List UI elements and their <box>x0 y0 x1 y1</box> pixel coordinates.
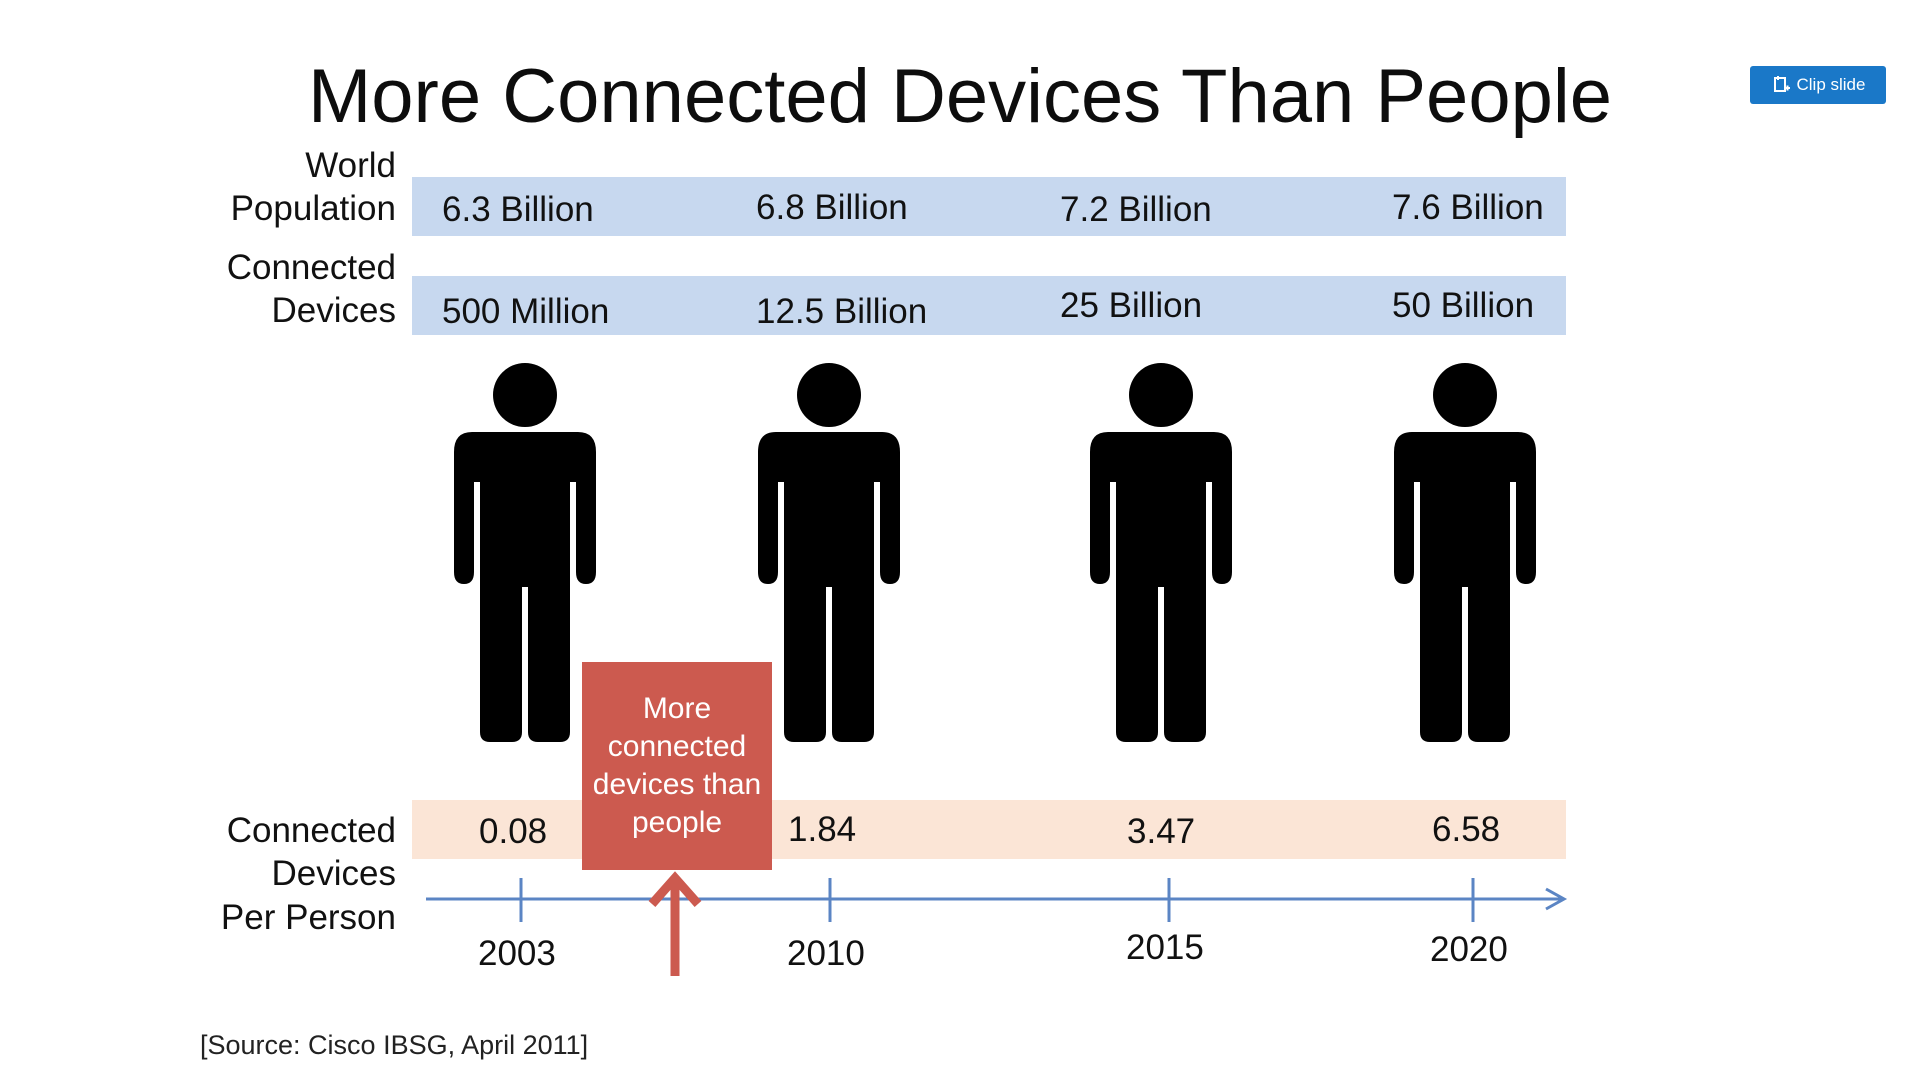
devices-value-2010: 12.5 Billion <box>756 292 928 331</box>
timeline-arrowhead <box>1545 887 1568 911</box>
person-icon <box>454 363 596 742</box>
population-value-2020: 7.6 Billion <box>1392 188 1544 227</box>
per-person-value-2015: 3.47 <box>1127 812 1196 851</box>
up-arrow-icon <box>648 871 702 976</box>
clip-slide-label: Clip slide <box>1796 75 1866 94</box>
per-person-label-line3: Per Person <box>220 898 396 937</box>
timeline-axis <box>426 878 1568 922</box>
devices-label-line1: Connected <box>226 248 396 287</box>
population-value-2003: 6.3 Billion <box>442 190 594 229</box>
year-label-2010: 2010 <box>787 934 865 973</box>
population-value-2015: 7.2 Billion <box>1060 190 1212 229</box>
devices-band <box>412 276 1566 335</box>
per-person-label-line2: Devices <box>271 854 396 893</box>
person-icon <box>1090 363 1232 742</box>
callout-text: More connected devices than people <box>592 692 762 839</box>
devices-value-2015: 25 Billion <box>1060 286 1203 325</box>
person-icon <box>1394 363 1536 742</box>
callout-box: More connected devices than people <box>582 662 772 870</box>
per-person-value-2003: 0.08 <box>479 812 548 851</box>
per-person-value-2020: 6.58 <box>1432 810 1501 849</box>
clip-icon <box>1773 76 1790 92</box>
population-label-line2: Population <box>230 189 396 228</box>
devices-value-2003: 500 Million <box>442 292 610 331</box>
clip-slide-button[interactable]: Clip slide <box>1750 66 1886 104</box>
year-label-2020: 2020 <box>1430 930 1508 969</box>
source-citation: [Source: Cisco IBSG, April 2011] <box>200 1030 589 1060</box>
population-label-line1: World <box>305 146 396 185</box>
slide-title: More Connected Devices Than People <box>307 54 1613 139</box>
year-label-2003: 2003 <box>478 934 556 973</box>
per-person-value-2010: 1.84 <box>788 810 857 849</box>
per-person-label-line1: Connected <box>226 811 396 850</box>
devices-value-2020: 50 Billion <box>1392 286 1535 325</box>
population-band <box>412 177 1566 236</box>
person-icon <box>758 363 900 742</box>
year-label-2015: 2015 <box>1126 928 1204 967</box>
population-value-2010: 6.8 Billion <box>756 188 908 227</box>
devices-label-line2: Devices <box>271 291 396 330</box>
